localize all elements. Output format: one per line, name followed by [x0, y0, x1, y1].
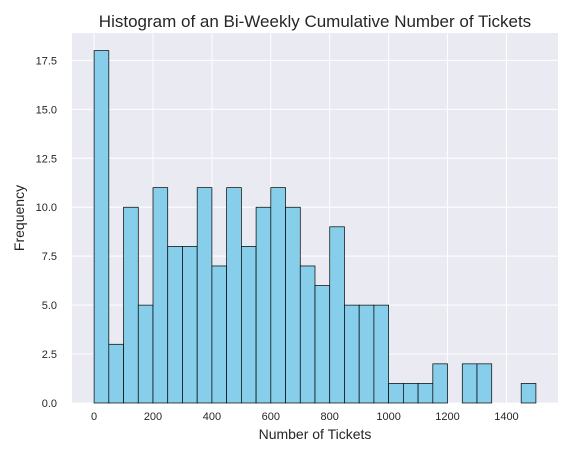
y-axis-ticks: 0.0 2.5 5.0 7.5 10.0 12.5 15.0 17.5 — [36, 55, 57, 410]
histogram-bar — [358, 304, 375, 404]
x-tick-label: 1000 — [376, 411, 400, 423]
histogram-bar — [388, 383, 404, 404]
histogram-bar — [299, 265, 316, 404]
histogram-bar — [344, 304, 360, 404]
y-tick-label: 12.5 — [36, 153, 57, 165]
x-tick-label: 400 — [203, 411, 221, 423]
y-tick-label: 5.0 — [42, 300, 57, 312]
x-tick-label: 800 — [321, 411, 339, 423]
x-axis-ticks: 0 200 400 600 800 1000 1200 1400 — [91, 411, 519, 423]
histogram-bar — [476, 363, 493, 404]
histogram-bar — [108, 343, 124, 404]
x-tick-label: 0 — [91, 411, 97, 423]
histogram-bar — [226, 187, 242, 404]
x-axis-label: Number of Tickets — [259, 426, 372, 442]
histogram-bar — [314, 285, 331, 404]
histogram-bar — [182, 246, 198, 404]
histogram-bar — [461, 363, 478, 404]
x-tick-label: 1400 — [494, 411, 518, 423]
histogram-bar — [93, 50, 110, 404]
x-tick-label: 1200 — [435, 411, 459, 423]
histogram-bar — [417, 383, 434, 404]
histogram-bar — [520, 383, 537, 404]
histogram-bar — [167, 246, 183, 404]
y-tick-label: 10.0 — [36, 202, 57, 214]
histogram-bar — [211, 265, 227, 404]
y-axis-label: Frequency — [11, 185, 27, 251]
histogram-bar — [270, 187, 286, 404]
histogram-bar — [196, 187, 213, 404]
y-tick-label: 2.5 — [42, 349, 57, 361]
chart-title: Histogram of an Bi-Weekly Cumulative Num… — [99, 12, 531, 31]
histogram-bar — [432, 363, 448, 404]
y-tick-label: 15.0 — [36, 104, 57, 116]
y-tick-label: 7.5 — [42, 251, 57, 263]
x-tick-label: 600 — [262, 411, 280, 423]
histogram-bar — [152, 187, 169, 404]
histogram-bar — [241, 246, 257, 404]
histogram-bar — [285, 206, 301, 404]
y-tick-label: 0.0 — [42, 398, 57, 410]
histogram-bar — [329, 226, 345, 404]
histogram-bar — [137, 304, 154, 404]
x-tick-label: 200 — [144, 411, 162, 423]
histogram-bar — [403, 383, 419, 404]
histogram-bars — [93, 50, 537, 404]
histogram-bar — [123, 206, 139, 404]
histogram-bar — [373, 304, 389, 404]
y-tick-label: 17.5 — [36, 55, 57, 67]
histogram-bar — [255, 206, 272, 404]
